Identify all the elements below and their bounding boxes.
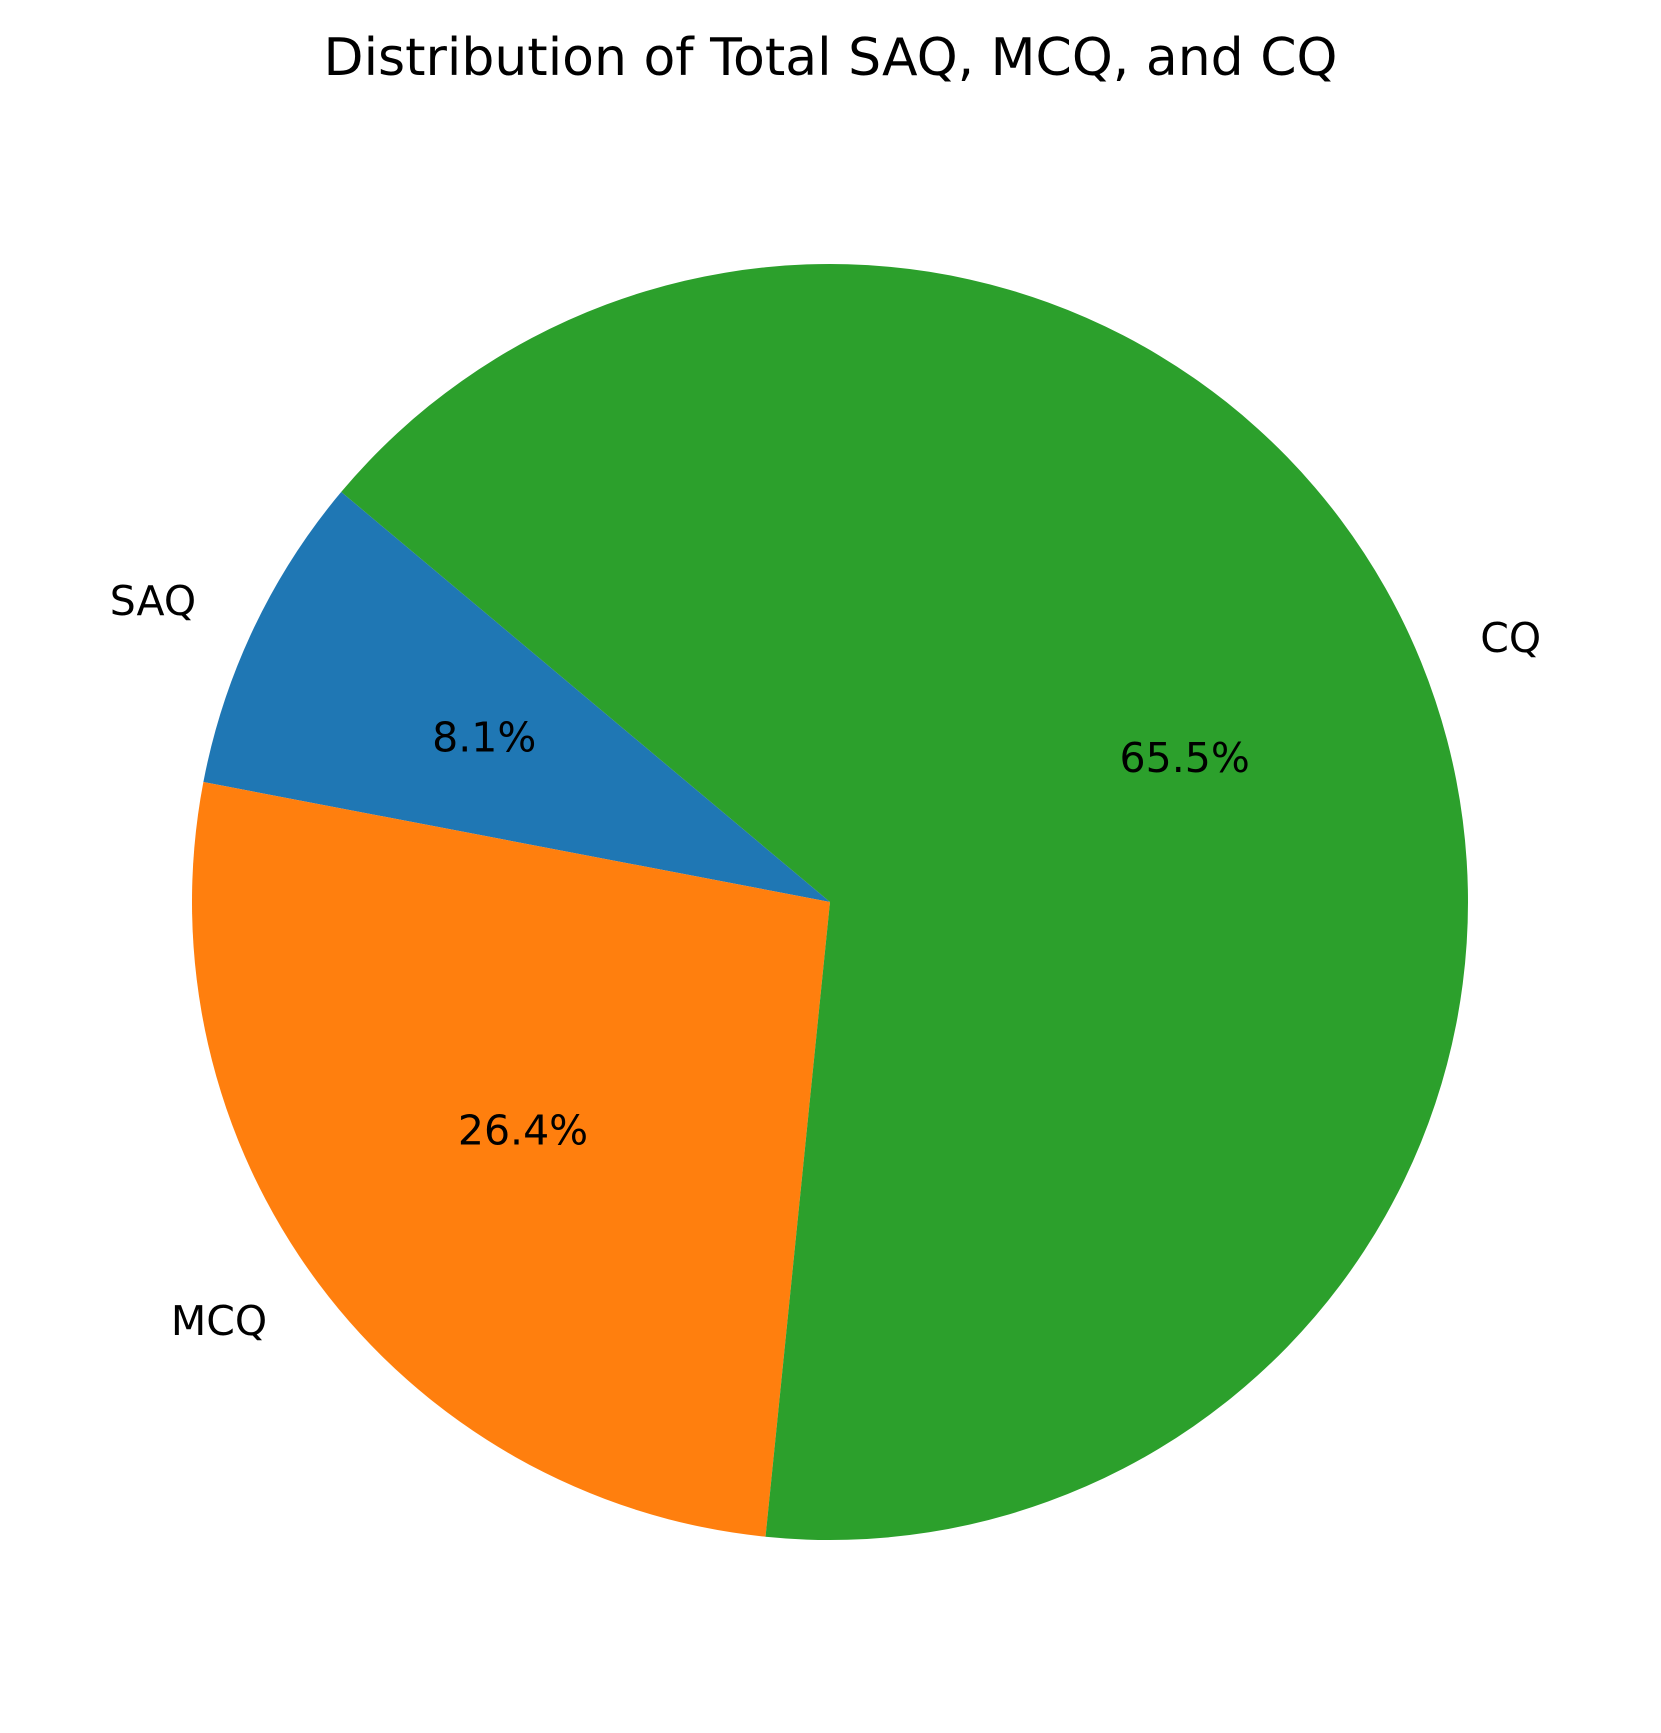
slice-percent-saq: 8.1% xyxy=(432,714,536,762)
slice-percent-mcq: 26.4% xyxy=(458,1107,588,1155)
slice-label-mcq: MCQ xyxy=(171,1297,267,1345)
pie-labels: SAQ 8.1% MCQ 26.4% CQ 65.5% xyxy=(110,577,1541,1345)
pie-slice-cq xyxy=(341,263,1469,1540)
slice-label-cq: CQ xyxy=(1480,614,1541,662)
pie-slice-saq xyxy=(203,491,831,902)
pie-slices xyxy=(192,263,1469,1540)
slice-label-saq: SAQ xyxy=(110,577,196,625)
chart-title: Distribution of Total SAQ, MCQ, and CQ xyxy=(323,28,1338,88)
slice-percent-cq: 65.5% xyxy=(1120,734,1250,782)
pie-slice-mcq xyxy=(192,782,831,1537)
